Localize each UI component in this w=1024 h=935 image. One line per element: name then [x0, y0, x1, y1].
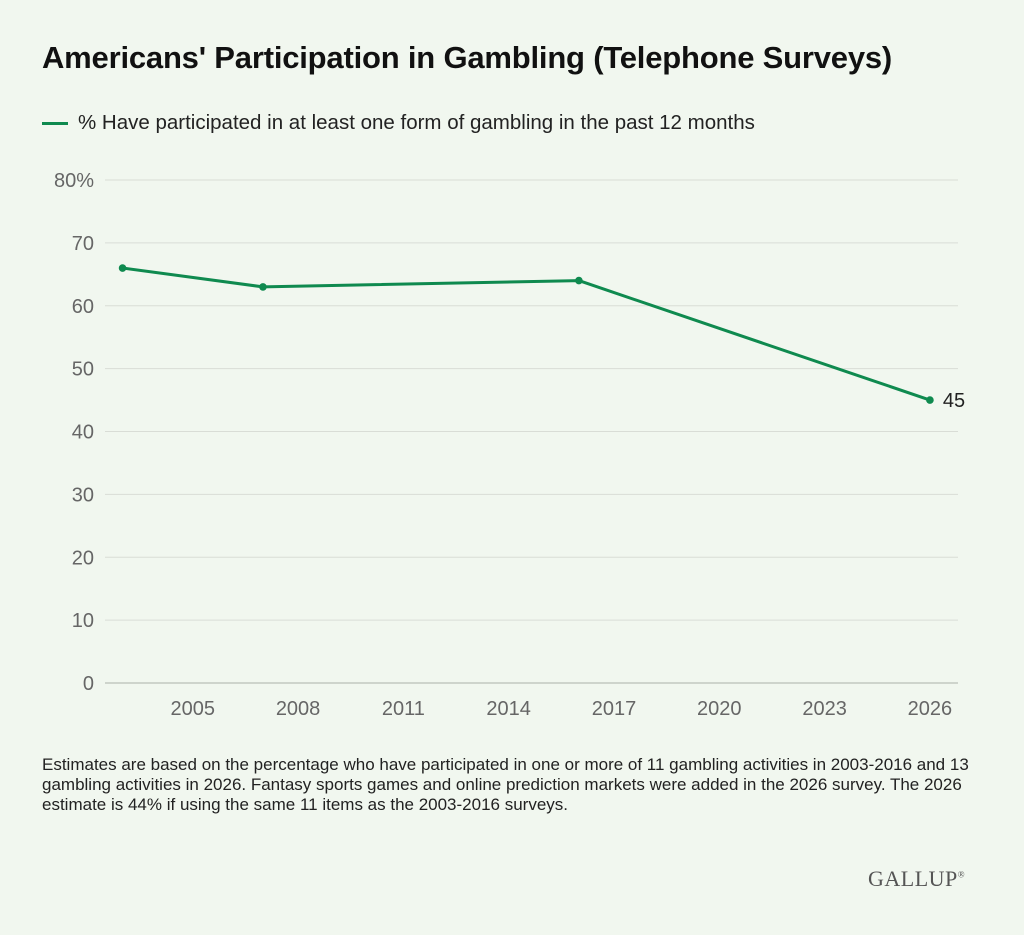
- data-point-2007: [259, 283, 267, 291]
- legend: % Have participated in at least one form…: [42, 111, 755, 135]
- gallup-logo: GALLUP®: [868, 866, 965, 892]
- y-tick-label-40: 40: [72, 422, 94, 444]
- logo-registered-mark: ®: [957, 869, 966, 880]
- x-tick-label-2020: 2020: [697, 698, 742, 720]
- y-tick-label-50: 50: [72, 359, 94, 381]
- y-axis-ticks: 0 10 20 30 40 50 60 70 80%: [54, 170, 94, 695]
- y-tick-label-20: 20: [72, 547, 94, 569]
- x-tick-label-2011: 2011: [382, 698, 425, 720]
- legend-swatch: [42, 121, 68, 125]
- data-point-2016: [575, 276, 583, 285]
- y-tick-label-10: 10: [72, 610, 94, 632]
- logo-text: GALLUP: [868, 866, 958, 891]
- x-tick-label-2008: 2008: [276, 698, 321, 720]
- y-tick-label-80: 80%: [54, 170, 94, 192]
- y-tick-label-70: 70: [72, 233, 94, 255]
- chart-title: Americans' Participation in Gambling (Te…: [42, 40, 893, 75]
- x-tick-label-2014: 2014: [486, 698, 531, 720]
- data-point-2003: [118, 264, 127, 272]
- x-tick-label-2023: 2023: [802, 698, 847, 720]
- y-tick-label-30: 30: [72, 484, 94, 506]
- footnote: Estimates are based on the percentage wh…: [42, 755, 969, 814]
- y-tick-label-0: 0: [83, 673, 94, 695]
- x-axis-ticks: 2005 2008 2011 2014 2017 2020 2023 2026: [171, 698, 953, 720]
- x-tick-label-2005: 2005: [171, 698, 216, 720]
- legend-label: % Have participated in at least one form…: [78, 111, 755, 134]
- series-layer: 45: [118, 264, 965, 412]
- gridlines: [105, 179, 958, 684]
- end-value-label: 45: [943, 390, 965, 412]
- x-tick-label-2017: 2017: [592, 698, 637, 720]
- data-point-2026: [926, 396, 934, 404]
- series-line-0: [121, 266, 932, 402]
- x-tick-label-2026: 2026: [908, 698, 953, 720]
- y-tick-label-60: 60: [72, 296, 94, 318]
